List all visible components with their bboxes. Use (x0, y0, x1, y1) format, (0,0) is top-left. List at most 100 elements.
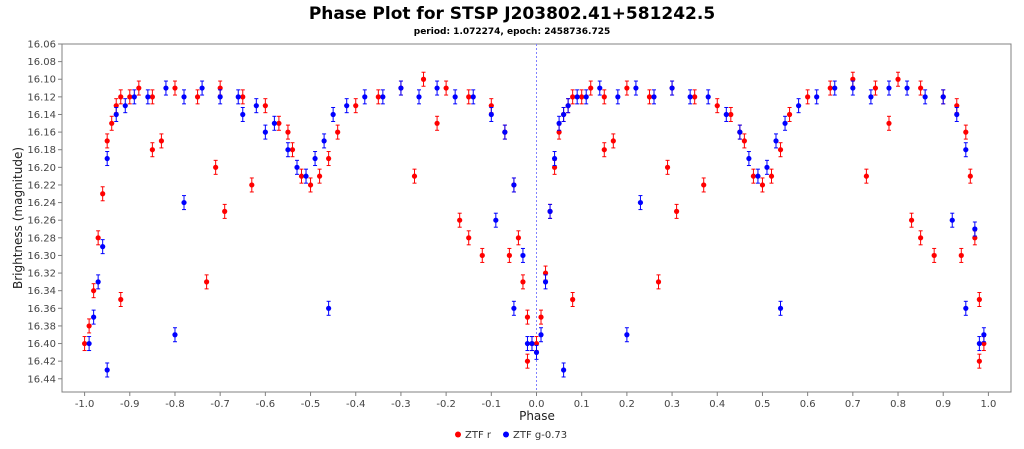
data-point (204, 279, 210, 285)
data-point (981, 340, 987, 347)
legend-marker (503, 431, 509, 438)
data-point (91, 314, 97, 320)
data-point (240, 94, 246, 100)
data-point (136, 85, 142, 91)
data-point (326, 305, 332, 311)
data-point (294, 164, 300, 170)
data-point (542, 279, 549, 285)
x-tick-label: 0.2 (619, 399, 635, 410)
data-point (954, 111, 960, 118)
data-point (326, 155, 332, 162)
data-point (529, 340, 535, 347)
data-point (664, 164, 671, 170)
legend: ZTF r ZTF g-0.73 (455, 430, 567, 441)
data-series (81, 71, 987, 378)
data-point (172, 332, 178, 338)
data-point (692, 94, 698, 100)
data-point (755, 173, 761, 179)
y-axis-ticks: 16.06 16.08 16.10 16.12 16.14 16.16 16.18 16.20… (27, 40, 62, 385)
data-point (181, 94, 187, 100)
data-point (669, 85, 675, 91)
data-point (705, 94, 711, 100)
data-point (976, 340, 982, 347)
x-tick-label: -0.2 (436, 399, 456, 410)
data-point (746, 155, 752, 162)
data-point (131, 94, 137, 100)
x-tick-label: 0.8 (890, 399, 906, 410)
data-point (213, 164, 219, 170)
data-point (886, 120, 892, 126)
legend-label: ZTF g-0.73 (513, 430, 567, 441)
data-point (271, 120, 277, 126)
data-point (570, 296, 576, 303)
y-tick-label: 16.24 (27, 198, 56, 209)
data-point (362, 94, 368, 100)
data-point (249, 182, 255, 188)
x-tick-label: 0.6 (800, 399, 816, 410)
data-point (222, 208, 228, 214)
data-point (601, 147, 607, 153)
data-point (145, 94, 151, 100)
data-point (217, 94, 223, 100)
data-point (303, 173, 309, 179)
y-axis-label: Brightness (magnitude) (11, 147, 25, 289)
data-point (524, 340, 531, 347)
y-tick-label: 16.26 (27, 216, 56, 227)
y-tick-label: 16.20 (27, 163, 56, 174)
data-point (976, 358, 982, 364)
data-point (601, 94, 607, 100)
data-point (127, 94, 133, 100)
data-point (579, 94, 585, 100)
x-tick-label: 0.9 (935, 399, 951, 410)
data-point (863, 173, 869, 179)
data-point (285, 129, 291, 135)
data-point (434, 120, 440, 126)
data-point (285, 147, 291, 153)
data-point (949, 217, 955, 223)
data-point (832, 85, 838, 91)
x-axis-label: Phase (519, 409, 555, 423)
data-point (524, 314, 531, 320)
data-point (972, 226, 978, 232)
data-point (687, 94, 693, 100)
x-tick-label: -0.6 (256, 399, 276, 410)
data-point (827, 85, 833, 91)
data-point (963, 129, 969, 135)
data-point (344, 103, 350, 109)
data-point (109, 120, 115, 126)
data-point (615, 94, 621, 100)
data-point (163, 85, 169, 91)
legend-marker (455, 431, 461, 438)
data-point (470, 94, 476, 100)
data-point (122, 103, 128, 109)
x-axis-ticks: -1.0 -0.9 -0.8 -0.7 -0.6 -0.5 -0.4 -0.3 -0.2 -0.1… (75, 392, 996, 410)
data-point (100, 244, 106, 250)
data-point (335, 129, 341, 135)
data-point (479, 252, 485, 259)
data-point (637, 199, 644, 206)
y-tick-label: 16.38 (27, 321, 56, 332)
data-point (786, 111, 793, 118)
data-point (493, 217, 499, 223)
x-tick-label: 0.1 (574, 399, 590, 410)
data-point (488, 103, 494, 109)
data-point (321, 138, 327, 144)
y-tick-label: 16.34 (27, 286, 56, 297)
data-point (701, 182, 707, 188)
data-point (782, 120, 788, 126)
data-point (895, 76, 901, 82)
data-point (972, 235, 978, 241)
data-point (181, 199, 187, 206)
data-point (570, 94, 576, 100)
data-point (398, 85, 404, 91)
y-tick-label: 16.44 (27, 374, 56, 385)
data-point (100, 191, 106, 197)
data-point (561, 367, 567, 373)
data-point (217, 85, 223, 91)
data-point (330, 111, 336, 118)
x-tick-label: 0.5 (754, 399, 770, 410)
y-tick-label: 16.36 (27, 304, 56, 315)
data-point (796, 103, 802, 109)
data-point (624, 332, 630, 338)
legend-label: ZTF r (465, 430, 492, 441)
